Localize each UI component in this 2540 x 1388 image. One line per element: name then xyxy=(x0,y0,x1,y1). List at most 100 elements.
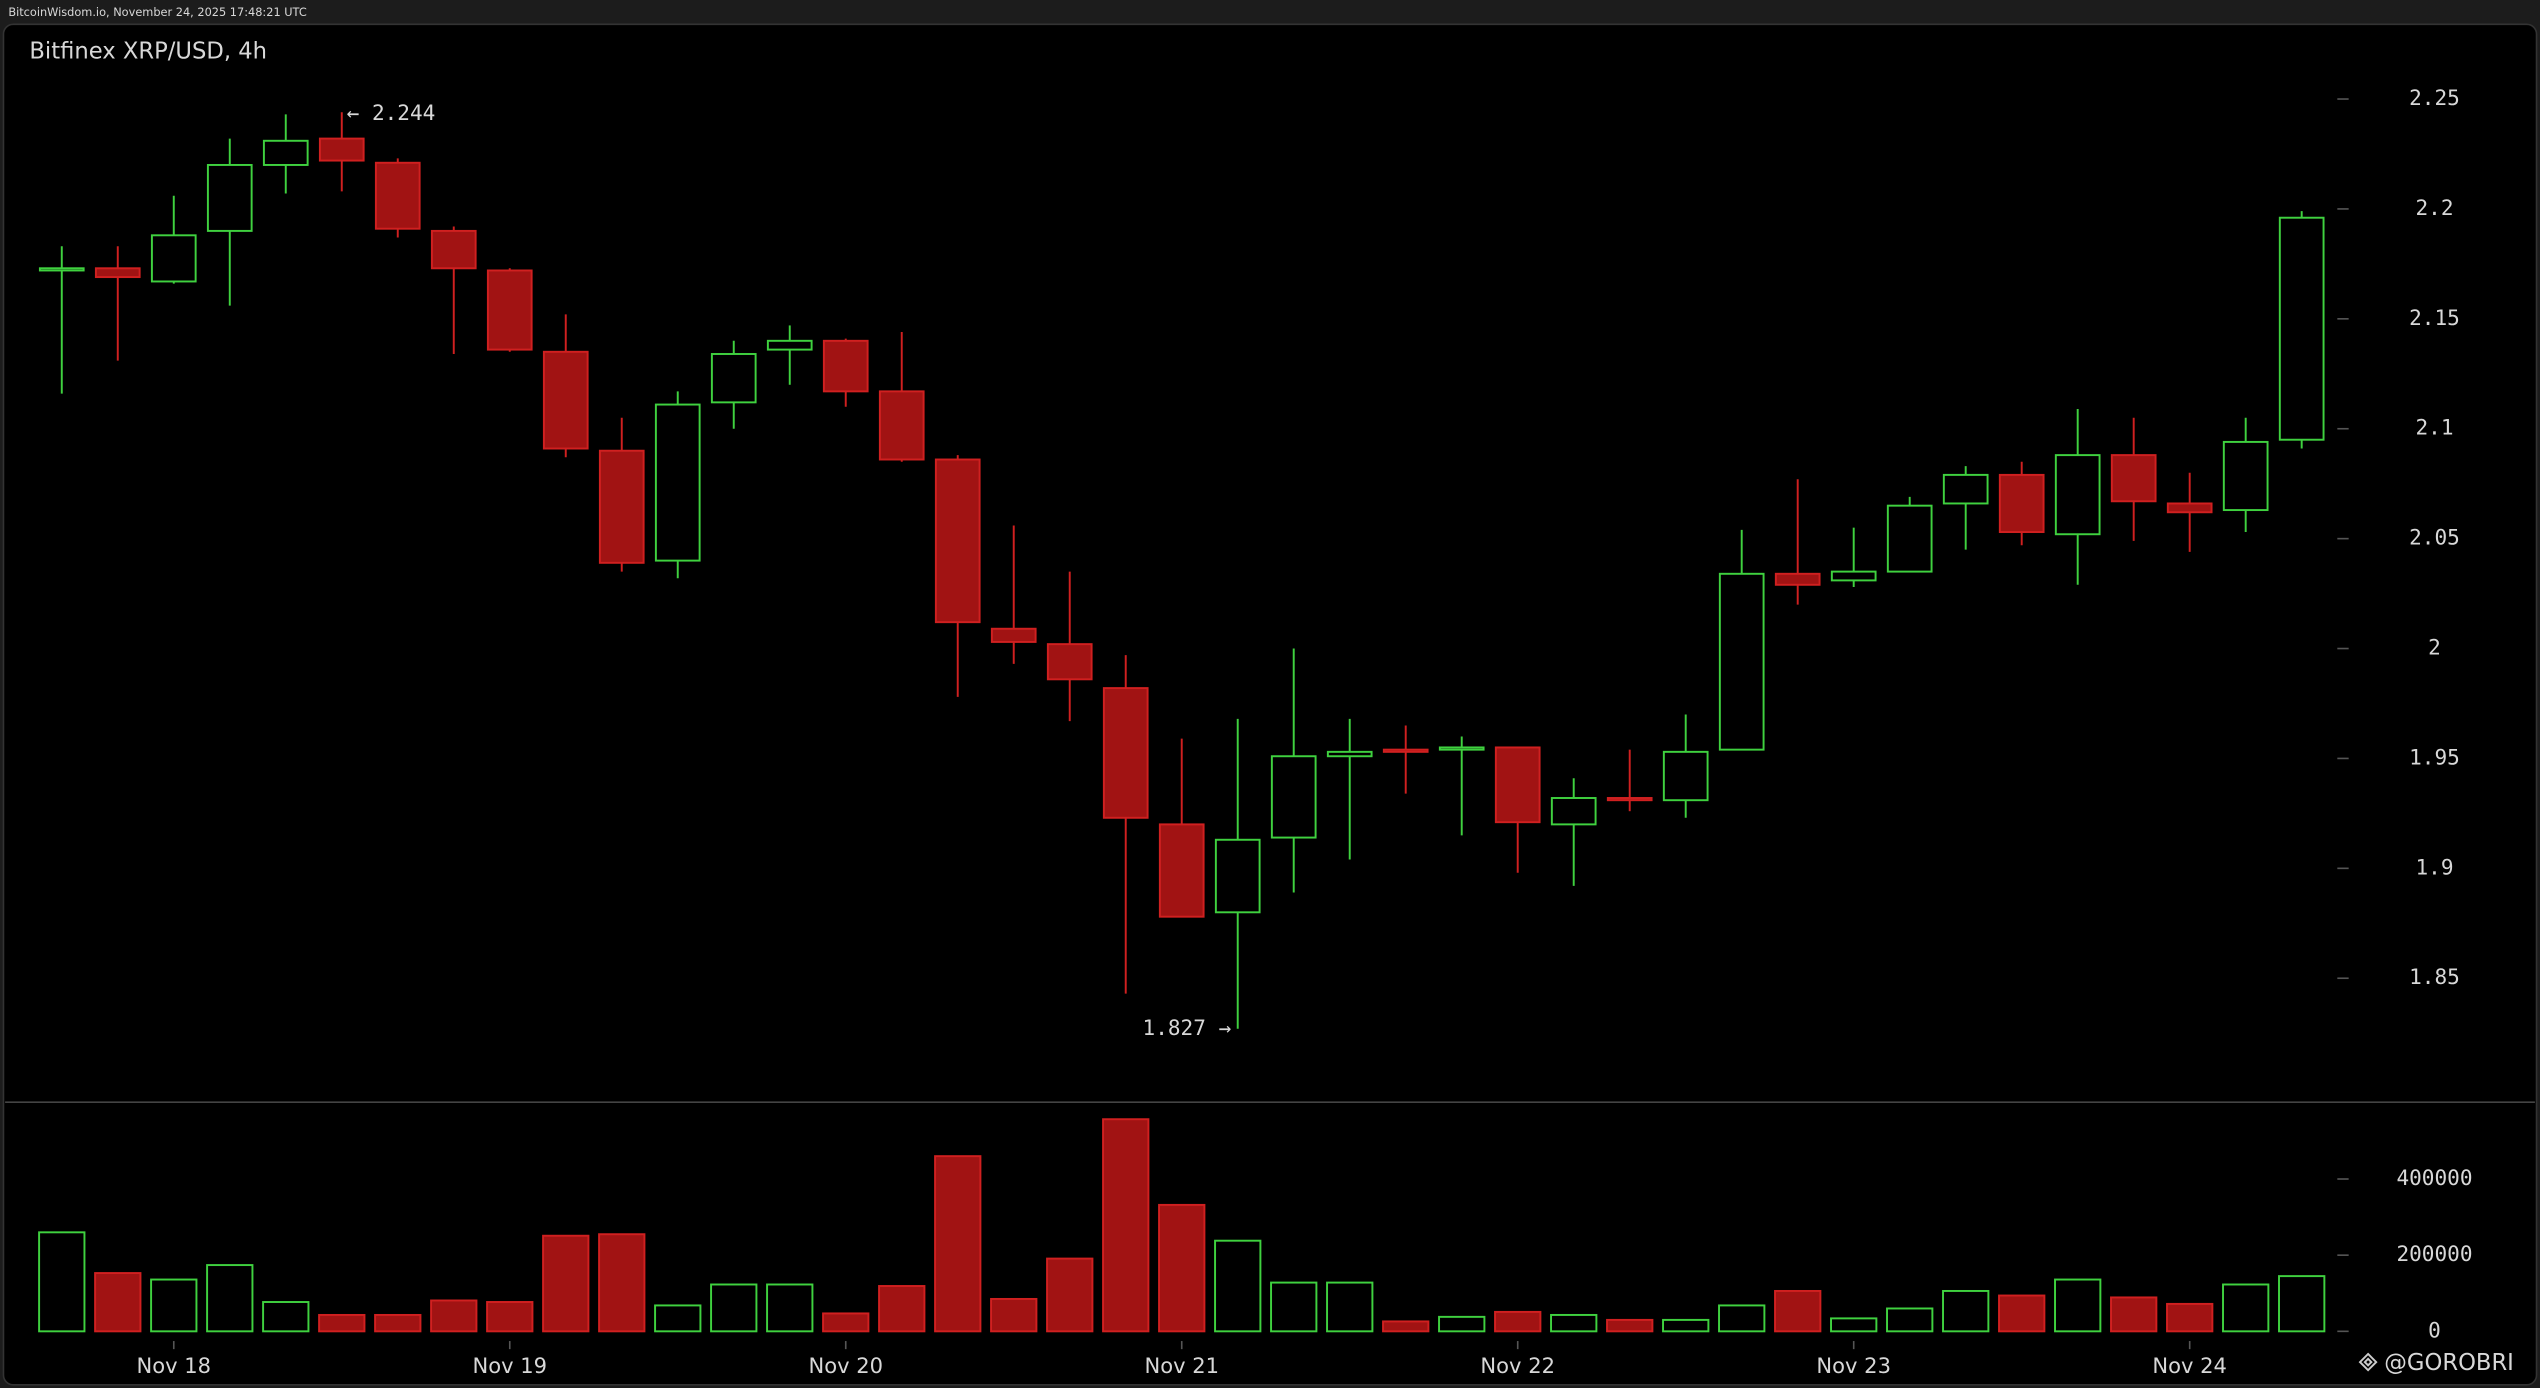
candle-body xyxy=(150,234,197,283)
candle-body xyxy=(1718,572,1765,751)
volume-bar xyxy=(822,1312,870,1333)
volume-bar xyxy=(1998,1294,2046,1333)
volume-bar xyxy=(1494,1310,1542,1333)
candle-body xyxy=(1270,755,1317,839)
x-tick-label: Nov 21 xyxy=(1144,1353,1219,1378)
y-tick-label: 2.05 xyxy=(2409,525,2460,550)
y-tick-label: 2 xyxy=(2428,635,2441,660)
watermark-text: @GOROBRI xyxy=(2384,1350,2514,1376)
volume-bar xyxy=(598,1233,646,1333)
x-tick-label: Nov 19 xyxy=(472,1353,547,1378)
candle-body xyxy=(1046,643,1093,681)
candle-body xyxy=(1102,687,1149,819)
volume-bar xyxy=(1214,1239,1262,1333)
volume-tick-label: 200000 xyxy=(2396,1241,2472,1266)
candle-body xyxy=(766,339,813,351)
y-tick-label: 2.25 xyxy=(2409,85,2460,110)
volume-bar xyxy=(2278,1275,2326,1333)
candle-body xyxy=(710,353,757,404)
y-tick-label: 2.1 xyxy=(2415,415,2453,440)
volume-bar xyxy=(1382,1320,1430,1333)
volume-bar xyxy=(38,1231,86,1333)
candle-body xyxy=(990,627,1037,643)
watermark-icon xyxy=(2358,1352,2378,1372)
candle-body xyxy=(318,137,365,162)
y-tick-label: 2.15 xyxy=(2409,305,2460,330)
candle-body xyxy=(262,139,309,166)
candle-body xyxy=(1326,750,1373,758)
candle-body xyxy=(1942,473,1989,505)
volume-bar xyxy=(2110,1296,2158,1333)
high-annotation: ← 2.244 xyxy=(347,100,436,125)
volume-bar xyxy=(1886,1307,1934,1333)
volume-bar xyxy=(1830,1317,1878,1333)
volume-bar xyxy=(1158,1203,1206,1333)
candle-body xyxy=(1382,748,1429,753)
candle-body xyxy=(1550,797,1597,826)
candle-body xyxy=(374,161,421,230)
candle-body xyxy=(1774,572,1821,586)
candle-body xyxy=(2222,440,2269,512)
volume-bar xyxy=(486,1301,534,1333)
y-tick-label: 2.2 xyxy=(2415,195,2453,220)
volume-bar xyxy=(542,1234,590,1333)
x-tick-label: Nov 18 xyxy=(136,1353,211,1378)
volume-bar xyxy=(2166,1302,2214,1333)
volume-tick-label: 0 xyxy=(2428,1317,2441,1342)
volume-bar xyxy=(654,1304,702,1333)
candle-body xyxy=(1438,746,1485,751)
volume-bar xyxy=(150,1278,198,1333)
volume-bar xyxy=(1270,1281,1318,1333)
y-tick-label: 1.85 xyxy=(2409,964,2460,989)
candle-body xyxy=(94,267,141,279)
x-tick-label: Nov 23 xyxy=(1816,1353,1891,1378)
candle-body xyxy=(1662,750,1709,802)
chart-title: Bitfinex XRP/USD, 4h xyxy=(29,38,267,64)
volume-bar xyxy=(710,1283,758,1333)
candle-body xyxy=(1494,746,1541,824)
candle-body xyxy=(1830,570,1877,582)
volume-bar xyxy=(934,1155,982,1333)
volume-bar xyxy=(766,1283,814,1333)
volume-bar xyxy=(2054,1278,2102,1333)
header: BitcoinWisdom.io, November 24, 2025 17:4… xyxy=(8,5,306,19)
candle-body xyxy=(2110,454,2157,503)
watermark: @GOROBRI xyxy=(2358,1350,2514,1376)
volume-bar xyxy=(2222,1283,2270,1333)
x-tick-label: Nov 20 xyxy=(808,1353,883,1378)
volume-bar xyxy=(990,1297,1038,1333)
candle-body xyxy=(430,229,477,270)
candle-body xyxy=(1214,838,1261,914)
candle-body xyxy=(934,458,981,624)
volume-bar xyxy=(94,1272,142,1333)
candle-body xyxy=(38,267,85,272)
volume-bar xyxy=(878,1285,926,1333)
volume-bar xyxy=(1550,1313,1598,1333)
volume-bar xyxy=(318,1313,366,1333)
candle-body xyxy=(1158,823,1205,918)
volume-bar xyxy=(206,1264,254,1333)
x-tick-label: Nov 22 xyxy=(1480,1353,1555,1378)
volume-bar xyxy=(1046,1257,1094,1333)
candle-body xyxy=(654,403,701,562)
candle-body xyxy=(206,163,253,232)
volume-bar xyxy=(1438,1315,1486,1333)
candle-body xyxy=(822,339,869,393)
candle-body xyxy=(1886,504,1933,573)
candle-body xyxy=(2166,502,2213,514)
volume-bar xyxy=(1102,1118,1150,1333)
candle-body xyxy=(486,269,533,351)
volume-bar xyxy=(430,1299,478,1333)
candle-body xyxy=(1998,473,2045,534)
volume-bar xyxy=(1606,1318,1654,1333)
chart-panel xyxy=(2,23,2538,1386)
candle-body xyxy=(598,449,645,564)
candle-body xyxy=(542,350,589,450)
y-tick-label: 1.9 xyxy=(2415,854,2453,879)
volume-bar xyxy=(1662,1318,1710,1333)
volume-tick-label: 400000 xyxy=(2396,1165,2472,1190)
volume-bar xyxy=(1942,1289,1990,1333)
volume-bar xyxy=(1326,1281,1374,1333)
volume-bar xyxy=(1718,1304,1766,1333)
